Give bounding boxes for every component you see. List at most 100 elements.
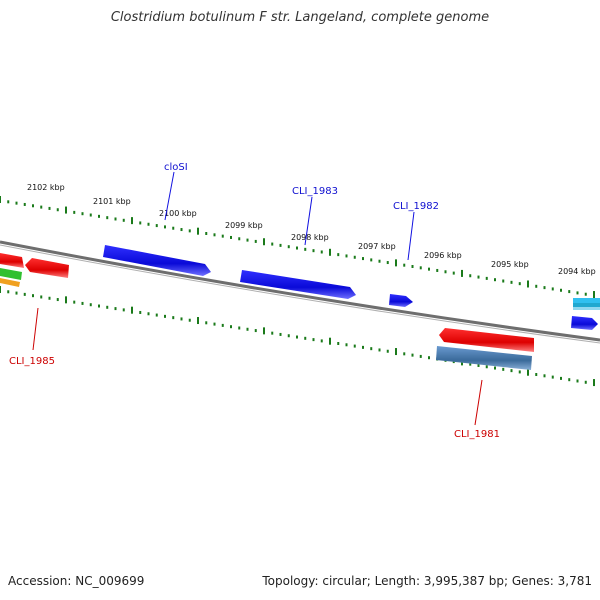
ruler-minor-tick <box>312 249 315 253</box>
gene-feature-left-red[interactable] <box>0 253 24 268</box>
ruler-minor-tick <box>238 237 241 241</box>
ruler-minor-tick <box>139 221 142 225</box>
feature-orange-edge[interactable] <box>0 278 20 287</box>
rna-feature-CLI_1981[interactable] <box>436 346 532 370</box>
ruler-minor-tick <box>370 258 373 262</box>
ruler-minor-tick <box>48 206 51 210</box>
ruler-minor-tick <box>584 380 587 384</box>
ruler-minor-tick <box>98 304 100 308</box>
ruler-minor-tick <box>337 341 340 345</box>
ruler-minor-tick <box>502 367 505 371</box>
gene-feature-CLI_1983[interactable] <box>240 270 356 299</box>
ruler-minor-tick <box>584 292 587 296</box>
ruler-minor-tick <box>485 365 488 369</box>
ruler-major-tick <box>263 238 265 246</box>
ruler-minor-tick <box>122 218 125 222</box>
ruler-minor-tick <box>40 295 43 299</box>
ruler-minor-tick <box>246 238 249 242</box>
ruler-minor-tick <box>213 322 216 326</box>
ruler-minor-tick <box>7 290 10 294</box>
ruler-minor-tick <box>353 255 356 259</box>
ruler-minor-tick <box>386 349 389 353</box>
ruler-major-tick <box>65 296 67 304</box>
gene-feature-cloSI[interactable] <box>103 245 211 276</box>
ruler-minor-tick <box>106 305 109 309</box>
ruler-minor-tick <box>287 334 290 338</box>
ruler-major-tick <box>593 379 595 387</box>
ruler-minor-tick <box>485 276 488 280</box>
ruler-minor-tick <box>15 201 18 205</box>
ruler-minor-tick <box>147 312 150 316</box>
ruler-minor-tick <box>114 307 117 311</box>
ruler-minor-tick <box>411 353 414 357</box>
feature-cyan-edge[interactable] <box>573 298 600 310</box>
ruler-minor-tick <box>40 205 43 209</box>
ruler-minor-tick <box>172 226 175 230</box>
ruler-minor-tick <box>114 217 117 221</box>
ruler-minor-tick <box>428 267 430 271</box>
ruler-major-tick <box>329 337 331 345</box>
ruler-minor-tick <box>337 253 340 257</box>
ruler-minor-tick <box>188 318 191 322</box>
ruler-major-tick <box>395 259 397 267</box>
gene-feature-CLI_1981[interactable] <box>439 328 534 352</box>
ruler-minor-tick <box>576 379 579 383</box>
gene-label-CLI_1983: CLI_1983 <box>292 186 338 197</box>
ruler-minor-tick <box>155 313 158 317</box>
ruler-minor-tick <box>180 228 183 232</box>
ruler-minor-tick <box>419 266 422 270</box>
ruler-minor-tick <box>518 370 521 374</box>
ruler-minor-tick <box>238 326 241 330</box>
ruler-minor-tick <box>213 233 216 237</box>
feature-green-edge[interactable] <box>0 268 22 280</box>
ruler-minor-tick <box>147 222 150 226</box>
ruler-minor-tick <box>180 317 183 321</box>
ruler-minor-tick <box>510 369 513 373</box>
ruler-minor-tick <box>502 279 505 283</box>
gene-label-CLI_1982: CLI_1982 <box>393 201 439 212</box>
genome-summary-text: Topology: circular; Length: 3,995,387 bp… <box>262 574 592 588</box>
ruler-major-tick <box>461 269 463 277</box>
genome-backbone <box>0 240 600 342</box>
ruler-minor-tick <box>320 339 323 343</box>
ruler-minor-tick <box>296 335 298 339</box>
ruler-minor-tick <box>164 225 166 229</box>
ruler-minor-tick <box>89 213 92 217</box>
ruler-minor-tick <box>568 378 571 382</box>
ruler-minor-tick <box>469 362 472 366</box>
ruler-minor-tick <box>139 310 142 314</box>
ruler-minor-tick <box>576 291 579 295</box>
ruler-minor-tick <box>81 301 84 305</box>
ruler-minor-tick <box>403 263 406 267</box>
ruler-minor-tick <box>279 243 282 247</box>
ruler-minor-tick <box>287 245 290 249</box>
ruler-minor-tick <box>254 239 257 243</box>
tick-label: 2099 kbp <box>225 221 263 230</box>
ruler-minor-tick <box>419 354 422 358</box>
tick-label: 2095 kbp <box>491 260 529 269</box>
ruler-minor-tick <box>477 275 480 279</box>
ruler-minor-tick <box>230 325 232 329</box>
gene-feature-CLI_1985[interactable] <box>25 258 69 278</box>
ruler-minor-tick <box>48 296 51 300</box>
ruler-minor-tick <box>246 327 249 331</box>
ruler-minor-tick <box>436 268 439 272</box>
ruler-minor-tick <box>73 210 76 214</box>
gene-label-CLI_1981: CLI_1981 <box>454 429 500 440</box>
ruler-minor-tick <box>296 246 298 250</box>
gene-feature-edge-right[interactable] <box>571 316 598 330</box>
ruler-minor-tick <box>560 288 562 292</box>
ruler-minor-tick <box>188 229 191 233</box>
ruler-major-tick <box>131 306 133 314</box>
label-leader <box>474 379 483 426</box>
ruler-minor-tick <box>221 323 224 327</box>
ruler-major-tick <box>395 348 397 356</box>
ruler-minor-tick <box>98 214 100 218</box>
ruler-minor-tick <box>172 316 175 320</box>
ruler-minor-tick <box>221 234 224 238</box>
ruler-major-tick <box>197 317 199 325</box>
tick-label: 2096 kbp <box>424 251 462 260</box>
ruler-minor-tick <box>510 280 513 284</box>
gene-feature-CLI_1982[interactable] <box>389 294 413 307</box>
ruler-minor-tick <box>370 347 373 351</box>
